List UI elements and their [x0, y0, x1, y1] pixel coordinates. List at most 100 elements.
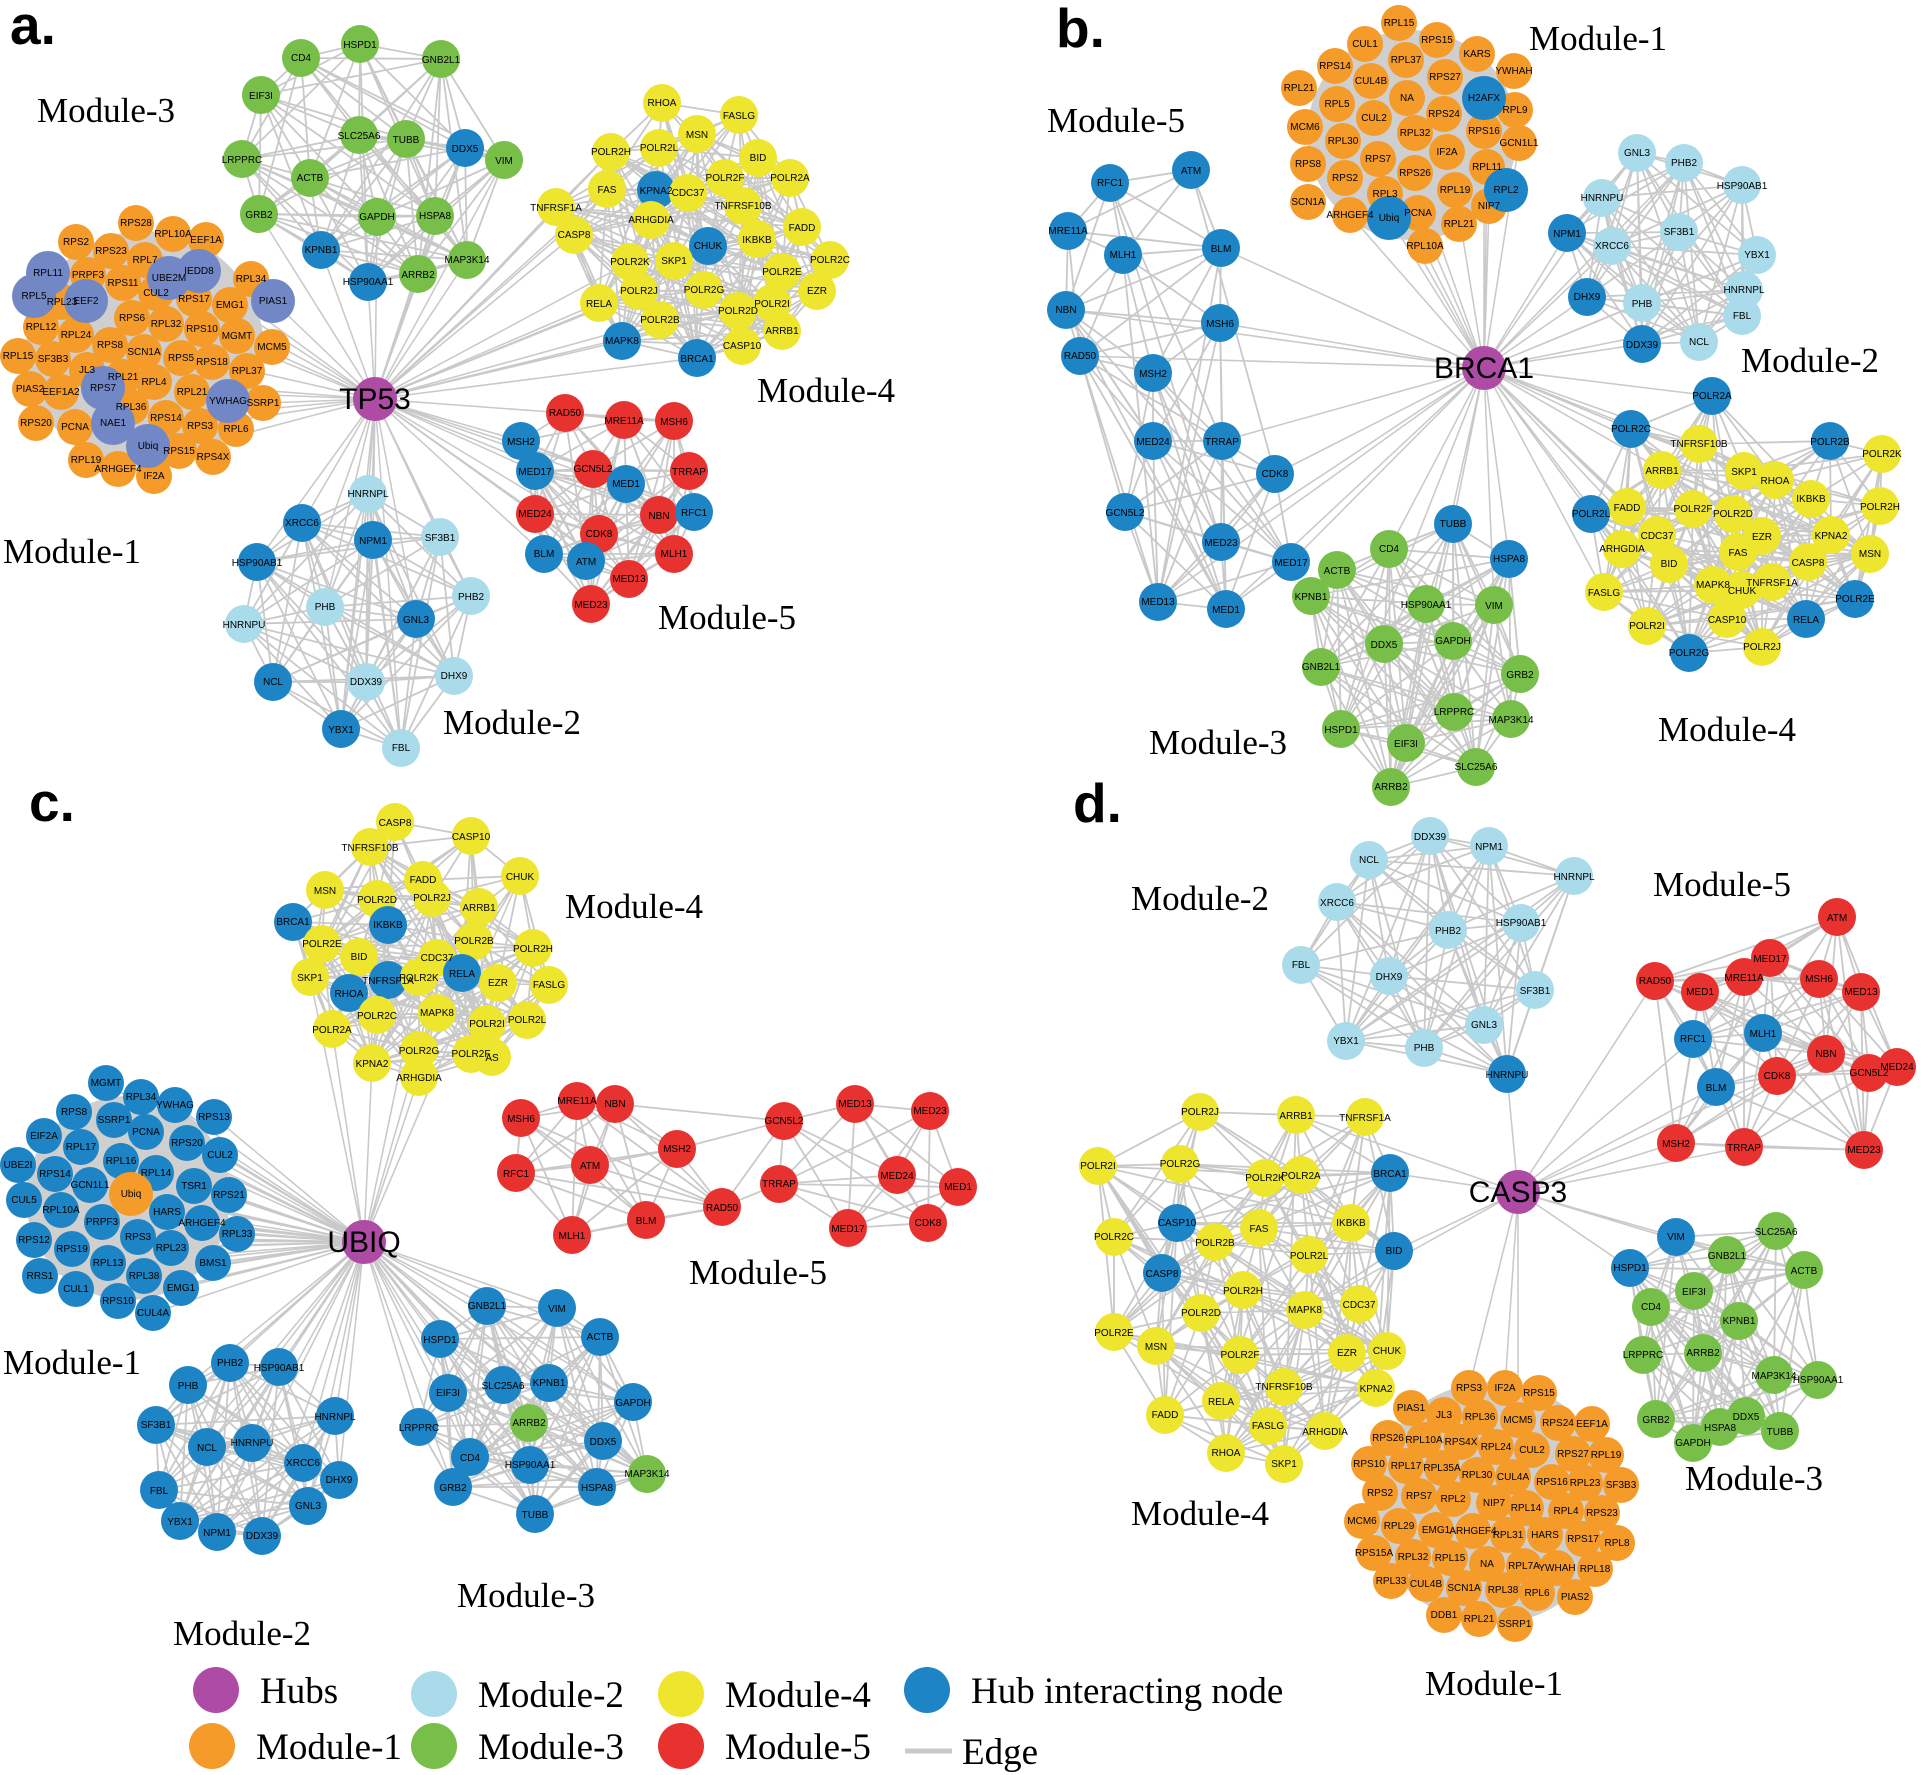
svg-text:POLR2C: POLR2C [810, 255, 850, 266]
svg-text:ARRB1: ARRB1 [462, 903, 496, 914]
svg-text:POLR2B: POLR2B [1810, 437, 1850, 448]
svg-text:d.: d. [1073, 772, 1122, 834]
svg-text:POLR2K: POLR2K [399, 973, 439, 984]
svg-text:MRE11A: MRE11A [604, 416, 644, 427]
svg-text:RPL8: RPL8 [1604, 1538, 1629, 1549]
svg-text:JL3: JL3 [1436, 1410, 1453, 1421]
svg-text:Module-1: Module-1 [256, 1727, 402, 1768]
svg-text:MAP3K14: MAP3K14 [624, 1469, 669, 1480]
svg-text:EEF2: EEF2 [73, 296, 98, 307]
svg-text:CASP10: CASP10 [1158, 1218, 1197, 1229]
svg-text:CDK8: CDK8 [1262, 469, 1289, 480]
svg-text:TRRAP: TRRAP [672, 467, 706, 478]
svg-text:Module-3: Module-3 [457, 1576, 595, 1615]
svg-text:GRB2: GRB2 [1506, 670, 1534, 681]
svg-text:RPL3: RPL3 [1372, 189, 1397, 200]
svg-text:NBN: NBN [604, 1099, 625, 1110]
svg-text:RPS15A: RPS15A [1355, 1548, 1394, 1559]
svg-text:RAD50: RAD50 [1064, 351, 1097, 362]
svg-text:RPL12: RPL12 [26, 322, 57, 333]
svg-text:CHUK: CHUK [1373, 1346, 1402, 1357]
svg-text:RPL4: RPL4 [141, 377, 166, 388]
svg-text:DHX9: DHX9 [441, 671, 468, 682]
svg-text:AS: AS [485, 1053, 499, 1064]
svg-text:RPL21: RPL21 [1444, 219, 1475, 230]
svg-text:MAPK8: MAPK8 [420, 1008, 454, 1019]
svg-text:KPNB1: KPNB1 [533, 1378, 566, 1389]
svg-text:RPL6: RPL6 [223, 424, 248, 435]
svg-text:RAD50: RAD50 [706, 1203, 739, 1214]
svg-text:EZR: EZR [488, 978, 508, 989]
svg-text:MED23: MED23 [1204, 538, 1238, 549]
svg-text:MED24: MED24 [1880, 1062, 1914, 1073]
svg-text:RPL32: RPL32 [1398, 1552, 1429, 1563]
svg-text:RPS14: RPS14 [39, 1169, 71, 1180]
svg-text:POLR2K: POLR2K [1862, 449, 1902, 460]
svg-text:RELA: RELA [1793, 615, 1819, 626]
svg-text:CDC37: CDC37 [1641, 531, 1674, 542]
svg-text:RPS14: RPS14 [150, 413, 182, 424]
svg-text:RPS23: RPS23 [1586, 1508, 1618, 1519]
svg-text:SF3B1: SF3B1 [1520, 986, 1551, 997]
svg-text:Module-3: Module-3 [37, 91, 175, 130]
svg-text:RPS20: RPS20 [171, 1138, 203, 1149]
svg-text:ARRB2: ARRB2 [512, 1418, 546, 1429]
svg-text:Module-2: Module-2 [443, 703, 581, 742]
svg-text:MED1: MED1 [1212, 605, 1240, 616]
svg-text:RPS10: RPS10 [102, 1296, 134, 1307]
svg-text:LRPPRC: LRPPRC [1623, 1350, 1664, 1361]
svg-text:MRE11A: MRE11A [1048, 226, 1088, 237]
svg-text:RPS13: RPS13 [198, 1112, 230, 1123]
svg-text:HSPA8: HSPA8 [419, 211, 451, 222]
svg-text:PHB2: PHB2 [1671, 158, 1698, 169]
svg-text:Ubiq: Ubiq [138, 441, 159, 452]
svg-text:Module-5: Module-5 [689, 1253, 827, 1292]
svg-text:MED13: MED13 [612, 574, 646, 585]
svg-text:POLR2H: POLR2H [513, 944, 553, 955]
svg-text:POLR2E: POLR2E [1835, 594, 1875, 605]
svg-text:ARHGDIA: ARHGDIA [1599, 544, 1645, 555]
svg-text:RPS3: RPS3 [125, 1232, 152, 1243]
svg-text:RPL11: RPL11 [1472, 162, 1502, 173]
svg-text:RPS7: RPS7 [90, 383, 117, 394]
svg-text:CUL2: CUL2 [207, 1150, 233, 1161]
svg-text:RPL33: RPL33 [1376, 1576, 1407, 1587]
svg-text:ARHGDIA: ARHGDIA [628, 215, 674, 226]
svg-text:RPL10A: RPL10A [42, 1205, 80, 1216]
svg-text:POLR2B: POLR2B [640, 315, 680, 326]
svg-text:PCNA: PCNA [61, 422, 89, 433]
svg-text:RPS10: RPS10 [1353, 1459, 1385, 1470]
svg-text:SSRP1: SSRP1 [98, 1115, 131, 1126]
svg-text:RPL19: RPL19 [1440, 185, 1471, 196]
svg-text:Module-4: Module-4 [757, 371, 895, 410]
svg-text:POLR2H: POLR2H [591, 147, 631, 158]
svg-text:POLR2D: POLR2D [718, 306, 758, 317]
svg-text:DDX39: DDX39 [1626, 340, 1659, 351]
svg-text:RPS8: RPS8 [97, 340, 124, 351]
svg-text:RPS26: RPS26 [1399, 168, 1431, 179]
svg-text:RPS2: RPS2 [1332, 173, 1359, 184]
svg-text:Module-1: Module-1 [3, 1343, 141, 1382]
svg-text:RPS11: RPS11 [108, 278, 139, 289]
svg-text:NCL: NCL [1689, 337, 1709, 348]
svg-text:CASP8: CASP8 [1792, 558, 1825, 569]
svg-text:POLR2H: POLR2H [1860, 502, 1900, 513]
svg-text:POLR2E: POLR2E [302, 939, 342, 950]
svg-text:DDX5: DDX5 [1733, 1412, 1760, 1423]
svg-text:POLR2L: POLR2L [1290, 1251, 1329, 1262]
svg-text:RPS7: RPS7 [1365, 154, 1392, 165]
svg-text:MED24: MED24 [518, 509, 552, 520]
svg-text:HSP90AA1: HSP90AA1 [1793, 1375, 1844, 1386]
svg-text:NA: NA [1480, 1559, 1494, 1570]
svg-text:BLM: BLM [534, 549, 555, 560]
svg-text:NIP7: NIP7 [1478, 201, 1501, 212]
svg-text:MED13: MED13 [1141, 597, 1175, 608]
svg-text:IKBKB: IKBKB [742, 235, 772, 246]
svg-text:GCN5L2: GCN5L2 [1106, 508, 1145, 519]
svg-text:TRRAP: TRRAP [1727, 1143, 1761, 1154]
svg-text:GAPDH: GAPDH [615, 1398, 651, 1409]
svg-text:DHX9: DHX9 [1574, 292, 1601, 303]
svg-text:RPS8: RPS8 [1295, 159, 1322, 170]
svg-text:TNFRSF10B: TNFRSF10B [714, 201, 772, 212]
svg-text:RPS28: RPS28 [120, 218, 152, 229]
